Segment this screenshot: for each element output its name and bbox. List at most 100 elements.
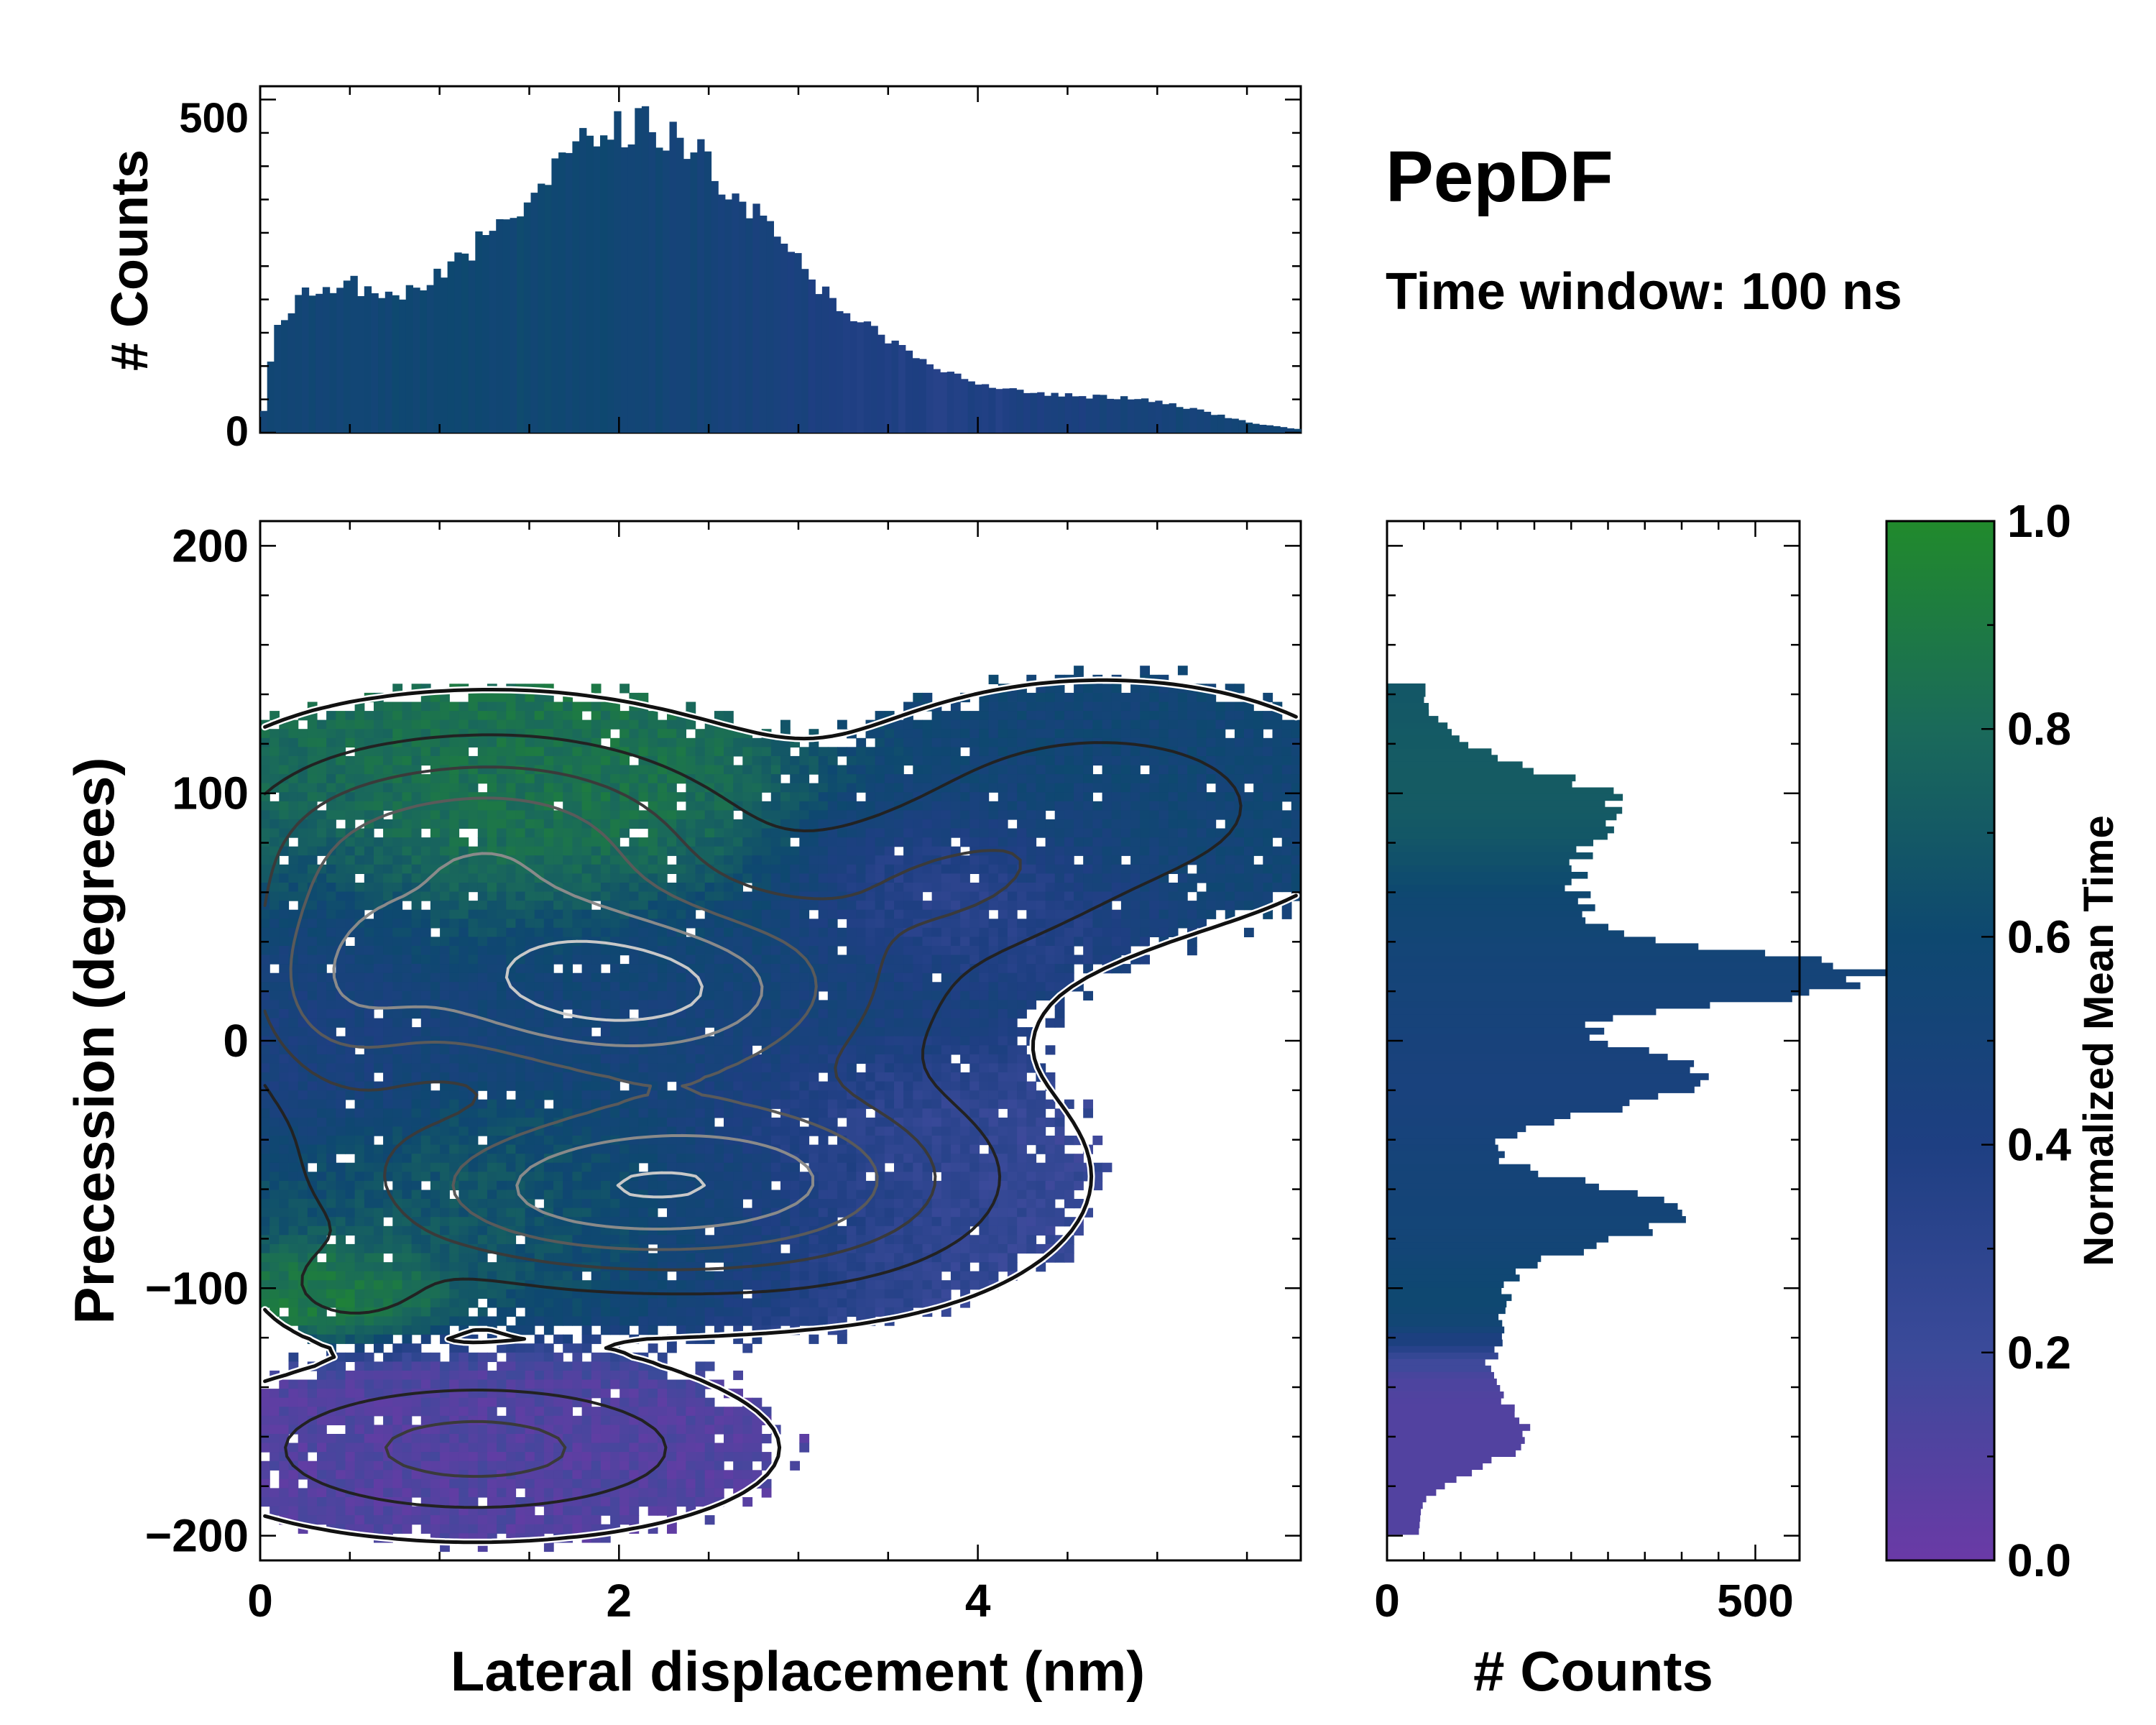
heatmap-cell: [497, 964, 507, 974]
heatmap-cell: [364, 755, 374, 766]
heatmap-cell: [629, 765, 640, 775]
heatmap-cell: [818, 1000, 829, 1010]
heatmap-cell: [988, 1090, 999, 1100]
heatmap-cell: [998, 937, 1008, 947]
heatmap-cell: [383, 729, 393, 739]
heatmap-cell: [638, 765, 649, 775]
heatmap-cell: [459, 1027, 469, 1037]
heatmap-cell: [1158, 719, 1169, 730]
heatmap-cell: [1045, 864, 1056, 874]
heatmap-cell: [960, 927, 970, 937]
heatmap-cell: [1130, 837, 1141, 847]
heatmap-cell: [903, 837, 913, 847]
heatmap-cell: [657, 846, 668, 856]
heatmap-cell: [998, 1099, 1008, 1109]
heatmap-cell: [998, 1045, 1008, 1055]
heatmap-cell: [383, 873, 393, 883]
heatmap-cell: [629, 937, 640, 947]
heatmap-cell: [941, 891, 952, 901]
heatmap-cell: [979, 774, 990, 784]
heatmap-cell: [326, 801, 336, 811]
heatmap-cell: [884, 972, 895, 983]
heatmap-cell: [799, 855, 810, 865]
heatmap-cell: [818, 1054, 829, 1064]
heatmap-cell: [468, 1036, 479, 1046]
heatmap-cell: [856, 946, 867, 956]
heatmap-cell: [988, 783, 999, 793]
heatmap-cell: [354, 982, 365, 992]
heatmap-cell: [903, 1072, 913, 1082]
heatmap-cell: [572, 1018, 583, 1028]
heatmap-cell: [279, 1136, 290, 1146]
heatmap-cell: [1197, 711, 1207, 721]
heatmap-cell: [270, 1154, 280, 1164]
heatmap-cell: [913, 937, 923, 947]
heatmap-cell: [988, 702, 999, 712]
heatmap-cell: [1244, 864, 1254, 874]
heatmap-cell: [648, 846, 658, 856]
heatmap-cell: [742, 937, 753, 947]
heatmap-cell: [808, 819, 819, 829]
heatmap-cell: [648, 819, 658, 829]
heatmap-cell: [1102, 783, 1112, 793]
top-histogram-bar: [627, 144, 635, 433]
heatmap-cell: [317, 1099, 327, 1109]
heatmap-cell: [459, 702, 469, 712]
top-histogram-bar: [732, 193, 740, 433]
heatmap-cell: [752, 919, 763, 929]
heatmap-cell: [411, 1009, 422, 1019]
heatmap-cell: [1244, 883, 1254, 893]
heatmap-cell: [856, 1000, 867, 1010]
heatmap-cell: [307, 737, 318, 748]
heatmap-cell: [543, 864, 554, 874]
heatmap-cell: [260, 1144, 270, 1154]
heatmap-cell: [1177, 819, 1188, 829]
heatmap-cell: [459, 1063, 469, 1073]
heatmap-cell: [761, 954, 772, 965]
heatmap-cell: [1074, 801, 1084, 811]
heatmap-cell: [326, 864, 336, 874]
heatmap-cell: [931, 927, 942, 937]
heatmap-cell: [430, 747, 441, 757]
heatmap-cell: [894, 1099, 904, 1109]
heatmap-cell: [345, 1027, 356, 1037]
heatmap-cell: [543, 1081, 554, 1091]
heatmap-cell: [1140, 937, 1150, 947]
heatmap-cell: [799, 1000, 810, 1010]
heatmap-cell: [543, 810, 554, 820]
heatmap-cell: [487, 692, 497, 703]
heatmap-cell: [610, 883, 620, 893]
heatmap-cell: [638, 1072, 649, 1082]
heatmap-cell: [969, 810, 980, 820]
heatmap-cell: [960, 873, 970, 883]
heatmap-cell: [1168, 919, 1179, 929]
heatmap-cell: [525, 873, 535, 883]
heatmap-cell: [969, 1027, 980, 1037]
heatmap-cell: [411, 909, 422, 919]
heatmap-cell: [392, 1108, 403, 1118]
heatmap-cell: [307, 1126, 318, 1136]
heatmap-cell: [260, 927, 270, 937]
heatmap-cell: [960, 1018, 970, 1028]
heatmap-cell: [279, 1099, 290, 1109]
heatmap-cell: [543, 1018, 554, 1028]
heatmap-cell: [657, 1018, 668, 1028]
heatmap-cell: [270, 765, 280, 775]
heatmap-cell: [317, 719, 327, 730]
heatmap-cell: [506, 873, 517, 883]
heatmap-cell: [506, 946, 517, 956]
heatmap-cell: [487, 1072, 497, 1082]
heatmap-cell: [847, 855, 857, 865]
heatmap-cell: [1045, 692, 1056, 703]
heatmap-cell: [808, 855, 819, 865]
heatmap-cell: [336, 1117, 346, 1128]
heatmap-cell: [392, 819, 403, 829]
heatmap-cell: [440, 1063, 450, 1073]
heatmap-cell: [1007, 1063, 1018, 1073]
heatmap-cell: [449, 819, 460, 829]
heatmap-cell: [1083, 684, 1093, 694]
heatmap-cell: [449, 964, 460, 974]
heatmap-cell: [543, 1126, 554, 1136]
heatmap-cell: [1026, 774, 1037, 784]
heatmap-cell: [704, 964, 715, 974]
